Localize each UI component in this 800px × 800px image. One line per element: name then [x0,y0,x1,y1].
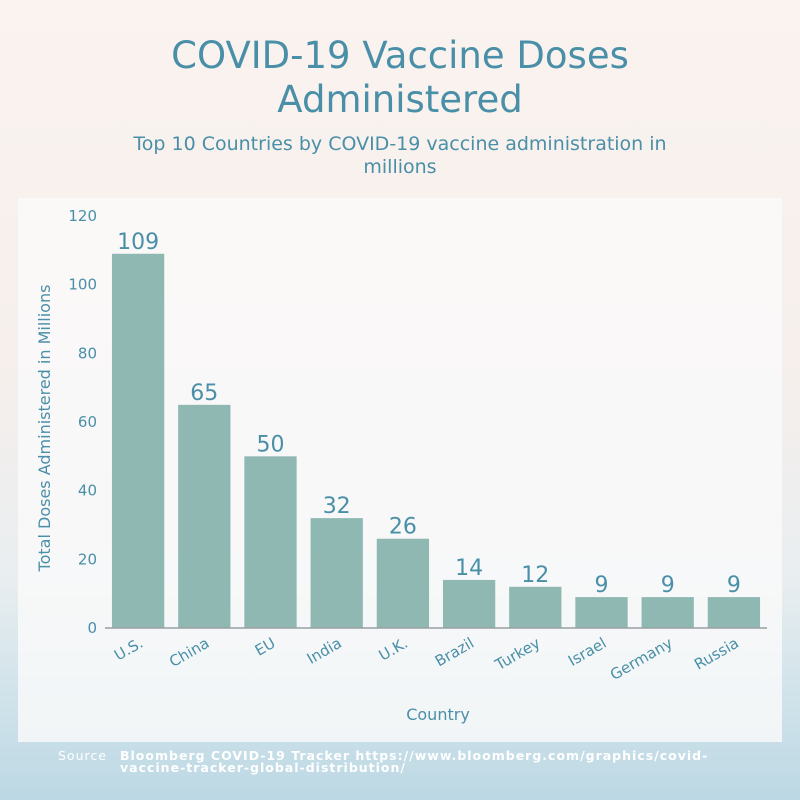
bar-india [310,518,363,628]
data-label: 9 [727,573,741,598]
bar-israel [575,597,628,628]
y-tick-label: 40 [78,482,97,500]
x-axis-title: Country [406,705,470,724]
bar-china [178,404,231,628]
chart-subtitle: Top 10 Countries by COVID-19 vaccine adm… [133,133,667,178]
chart-title-line-2: Administered [277,78,523,121]
y-tick-label: 20 [78,550,97,568]
data-label: 65 [190,381,218,406]
x-tick-label: Israel [565,634,610,670]
data-label: 12 [521,563,549,588]
x-tick-label: EU [252,634,279,660]
data-label: 50 [257,432,285,457]
bar-brazil [442,579,496,628]
data-label: 32 [323,494,351,519]
y-tick-label: 60 [78,413,97,431]
x-tick-label: U.S. [111,634,146,665]
x-tick-label: Brazil [432,634,477,671]
y-tick-label: 80 [78,344,97,362]
x-tick-label: U.K. [376,634,411,665]
chart-title-line-1: COVID-19 Vaccine Doses [171,34,629,77]
bar-uk [376,538,430,628]
y-tick-label: 100 [68,276,97,294]
data-label: 9 [595,573,609,598]
x-tick-label: Turkey [491,634,543,675]
bar-us [111,253,165,628]
data-label: 26 [389,515,417,540]
data-label: 14 [455,556,483,581]
x-tick-label: Russia [691,634,742,674]
bar-turkey [509,586,562,628]
x-tick-label: China [166,634,212,671]
y-tick-label: 0 [87,619,97,637]
y-tick-label: 120 [68,207,97,225]
x-tick-label: Germany [607,634,676,684]
source-label: Source [58,748,107,763]
data-label: 9 [661,573,675,598]
bar-germany [641,597,694,628]
source-text: Bloomberg COVID-19 Tracker https://www.b… [120,748,709,775]
y-axis-title: Total Doses Administered in Millions [35,285,54,573]
chart-title: COVID-19 Vaccine Doses Administered [0,34,800,122]
bar-russia [707,597,761,628]
data-label: 109 [117,230,159,255]
x-tick-label: India [304,634,345,668]
bar-eu [244,456,297,628]
